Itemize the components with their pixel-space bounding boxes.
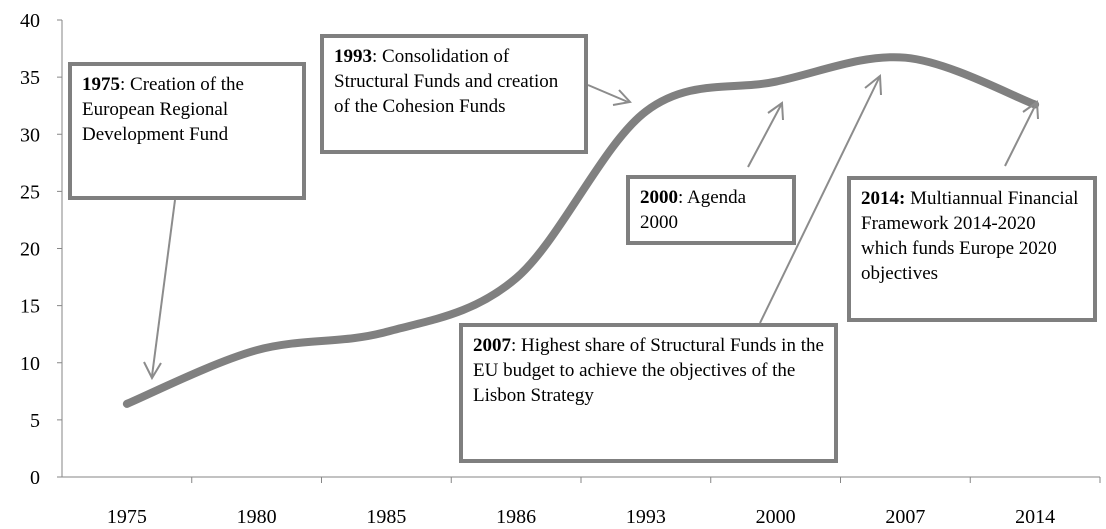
- y-tick-label: 15: [20, 296, 40, 318]
- annotation-year: 2000: [640, 187, 678, 208]
- x-tick-label: 1985: [366, 506, 406, 528]
- annotation-box: 2014: Multiannual Financial Framework 20…: [847, 176, 1097, 322]
- x-tick-label: 1986: [496, 506, 536, 528]
- annotation-year: 2014:: [861, 188, 906, 209]
- annotation-text: : Creation of the European Regional Deve…: [82, 74, 244, 145]
- x-tick-label: 2014: [1015, 506, 1055, 528]
- annotation-box: 2007: Highest share of Structural Funds …: [459, 323, 838, 463]
- y-tick-label: 0: [30, 467, 40, 489]
- x-tick-label: 2007: [885, 506, 925, 528]
- x-tick-label: 1993: [626, 506, 666, 528]
- annotation-box: 2000: Agenda 2000: [626, 175, 796, 245]
- x-tick-label: 1980: [237, 506, 277, 528]
- annotation-year: 1975: [82, 74, 120, 95]
- arrows: [143, 74, 1039, 381]
- annotation-year: 2007: [473, 335, 511, 356]
- annotation-text: : Highest share of Structural Funds in t…: [473, 335, 824, 406]
- annotation-box: 1975: Creation of the European Regional …: [68, 62, 306, 200]
- annotation-text: : Consolidation of Structural Funds and …: [334, 46, 559, 117]
- x-tick-label: 1975: [107, 506, 147, 528]
- data-line: [122, 53, 1040, 408]
- y-tick-label: 25: [20, 181, 40, 203]
- y-tick-label: 10: [20, 353, 40, 375]
- annotation-text: Multiannual Financial Framework 2014-202…: [861, 188, 1079, 284]
- y-tick-label: 30: [20, 124, 40, 146]
- y-tick-label: 35: [20, 67, 40, 89]
- y-tick-label: 40: [20, 10, 40, 32]
- annotation-year: 1993: [334, 46, 372, 67]
- x-tick-label: 2000: [756, 506, 796, 528]
- annotation-text: : Agenda 2000: [640, 187, 747, 233]
- y-tick-label: 20: [20, 239, 40, 261]
- y-tick-label: 5: [30, 410, 40, 432]
- annotation-box: 1993: Consolidation of Structural Funds …: [320, 34, 588, 154]
